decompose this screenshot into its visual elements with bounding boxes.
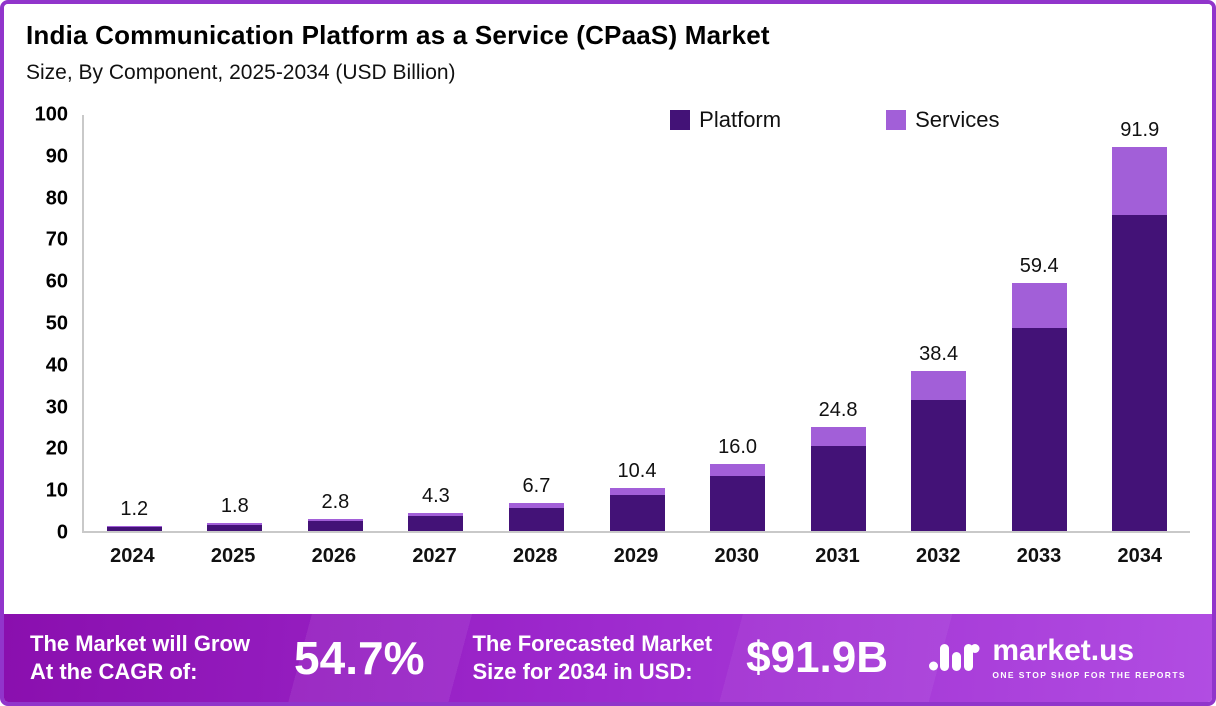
bar-value-label: 2.8 [321, 491, 350, 514]
x-axis: 2024 2025 2026 2027 2028 2029 2030 2031 2032 2033… [82, 545, 1190, 568]
marketus-logo-icon [929, 644, 980, 671]
y-axis-tick-label: 0 [56, 521, 68, 544]
bar-chart: 0 10 20 30 40 50 60 70 80 90 100 Platform Services … [26, 104, 1190, 544]
brand-block: market.us ONE STOP SHOP FOR THE REPORTS [928, 636, 1186, 680]
forecast-value: $91.9B [746, 633, 889, 682]
brand-text: market.us ONE STOP SHOP FOR THE REPORTS [992, 634, 1186, 681]
legend-item-services: Services [886, 107, 999, 133]
plot-area: Platform Services 1.2 1.8 2.8 4.3 6.7 10.4 16.0… [82, 107, 1190, 533]
bar-segment-services [911, 370, 967, 400]
bar-segment-services [408, 513, 464, 517]
chart-legend: Platform Services [670, 107, 999, 133]
bar-group-2032: 38.4 [888, 115, 989, 531]
bar-value-label: 16.0 [718, 436, 758, 459]
bar-group-2029: 10.4 [587, 115, 688, 531]
legend-label: Services [915, 107, 1000, 132]
bar-segment-services [710, 464, 766, 477]
legend-swatch-icon [886, 110, 907, 130]
legend-swatch-icon [670, 110, 691, 130]
y-axis-tick-label: 20 [45, 437, 68, 460]
x-axis-label: 2030 [714, 545, 760, 567]
bar-segment-platform [710, 476, 766, 531]
cagr-label: The Market will Grow At the CAGR of: [30, 630, 250, 686]
x-axis-label: 2026 [311, 545, 357, 567]
x-axis-label: 2033 [1016, 545, 1062, 567]
bar-group-2024: 1.2 [84, 115, 185, 531]
bar-segment-platform [911, 399, 967, 531]
y-axis-tick-label: 50 [45, 312, 68, 335]
forecast-label-line2: Size for 2034 in USD: [472, 659, 693, 684]
bar-value-label: 91.9 [1120, 118, 1160, 141]
chart-subtitle: Size, By Component, 2025-2034 (USD Billi… [26, 61, 456, 84]
bar-segment-platform [207, 524, 263, 531]
chart-title: India Communication Platform as a Servic… [26, 20, 770, 50]
y-axis-tick-label: 90 [45, 145, 68, 168]
plot-wrap: Platform Services 1.2 1.8 2.8 4.3 6.7 10.4 16.0… [82, 107, 1190, 533]
bar-value-label: 24.8 [818, 399, 858, 422]
brand-name: market.us [992, 634, 1135, 667]
bar-segment-platform [408, 516, 464, 531]
x-axis-label: 2028 [513, 545, 558, 567]
bar-value-label: 38.4 [919, 342, 959, 365]
bar-group-2026: 2.8 [285, 115, 386, 531]
bar-segment-platform [810, 446, 866, 531]
bar-value-label: 10.4 [617, 459, 657, 482]
bar-value-label: 1.2 [120, 498, 149, 520]
forecast-label: The Forecasted Market Size for 2034 in U… [472, 630, 712, 686]
bar-segment-services [508, 503, 564, 509]
x-axis-label: 2024 [110, 545, 155, 567]
legend-label: Platform [699, 107, 782, 132]
cagr-label-line2: At the CAGR of: [30, 659, 198, 684]
bar-segment-platform [1011, 327, 1067, 531]
cagr-value: 54.7% [294, 632, 425, 684]
bar-segment-platform [1112, 215, 1168, 531]
x-axis-label: 2032 [915, 545, 961, 567]
y-axis-tick-label: 60 [45, 270, 68, 293]
bar-segment-services [207, 523, 263, 525]
y-axis-tick-label: 80 [45, 187, 68, 210]
bar-value-label: 1.8 [220, 495, 249, 518]
bar-segment-services [1112, 146, 1168, 216]
bar-group-2034: 91.9 [1089, 115, 1190, 531]
legend-item-platform: Platform [670, 107, 781, 133]
forecast-label-line1: The Forecasted Market [472, 630, 713, 656]
bar-value-label: 4.3 [422, 485, 450, 508]
bar-segment-platform [609, 495, 665, 531]
x-axis-label: 2025 [210, 545, 256, 567]
bar-group-2031: 24.8 [788, 115, 889, 531]
y-axis-tick-label: 10 [45, 479, 68, 502]
bar-segment-platform [106, 526, 162, 531]
bar-value-label: 6.7 [522, 475, 551, 497]
x-axis-label: 2031 [815, 545, 860, 567]
bar-group-2028: 6.7 [486, 115, 587, 531]
bar-group-2027: 4.3 [386, 115, 487, 531]
bar-group-2033: 59.4 [989, 115, 1090, 531]
bar-segment-services [307, 519, 363, 522]
bar-segment-services [1011, 282, 1067, 328]
brand-tagline: ONE STOP SHOP FOR THE REPORTS [992, 670, 1186, 680]
footer-banner: The Market will Grow At the CAGR of: 54.… [4, 614, 1212, 702]
y-axis-tick-label: 40 [45, 354, 68, 377]
bar-segment-services [810, 427, 866, 447]
y-axis: 0 10 20 30 40 50 60 70 80 90 100 [26, 104, 82, 544]
bar-segment-platform [508, 508, 564, 531]
cagr-label-line1: The Market will Grow [30, 630, 251, 656]
x-axis-label: 2034 [1117, 545, 1162, 567]
bar-segment-services [106, 526, 162, 527]
y-axis-tick-label: 70 [45, 228, 68, 251]
y-axis-tick-label: 100 [34, 103, 68, 126]
bar-group-2025: 1.8 [185, 115, 286, 531]
bar-group-2030: 16.0 [687, 115, 788, 531]
x-axis-label: 2027 [412, 545, 457, 567]
bar-segment-platform [307, 521, 363, 531]
bar-value-label: 59.4 [1019, 254, 1059, 277]
chart-section: India Communication Platform as a Servic… [4, 4, 1212, 614]
y-axis-tick-label: 30 [45, 396, 68, 419]
bar-segment-services [609, 487, 665, 496]
x-axis-label: 2029 [613, 545, 659, 567]
